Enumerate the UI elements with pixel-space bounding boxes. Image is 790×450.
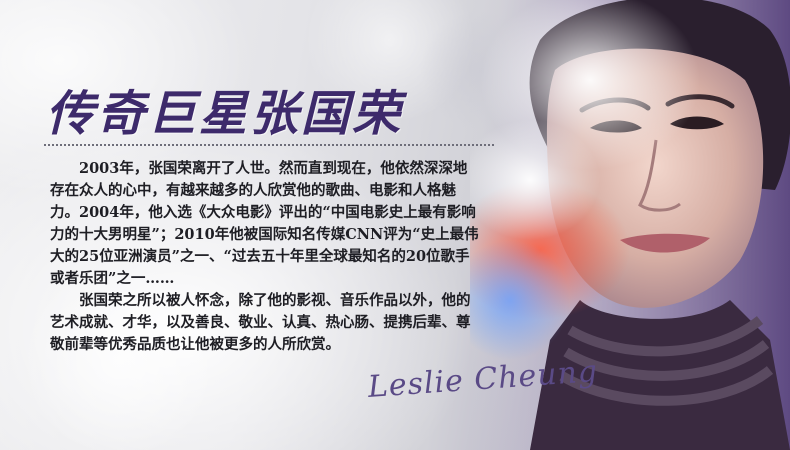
- bokeh-light: [20, 260, 220, 450]
- biography-text: 2003年，张国荣离开了人世。然而直到现在，他依然深深地存在众人的心中，有越来越…: [50, 158, 480, 356]
- dotted-divider: [44, 144, 494, 146]
- biography-paragraph: 2003年，张国荣离开了人世。然而直到现在，他依然深深地存在众人的心中，有越来越…: [50, 160, 479, 287]
- portrait-photo: [470, 0, 790, 450]
- banner-title: 传奇巨星张国荣: [46, 86, 404, 142]
- biography-paragraph: 张国荣之所以被人怀念，除了他的影视、音乐作品以外，他的艺术成就、才华，以及善良、…: [50, 292, 471, 353]
